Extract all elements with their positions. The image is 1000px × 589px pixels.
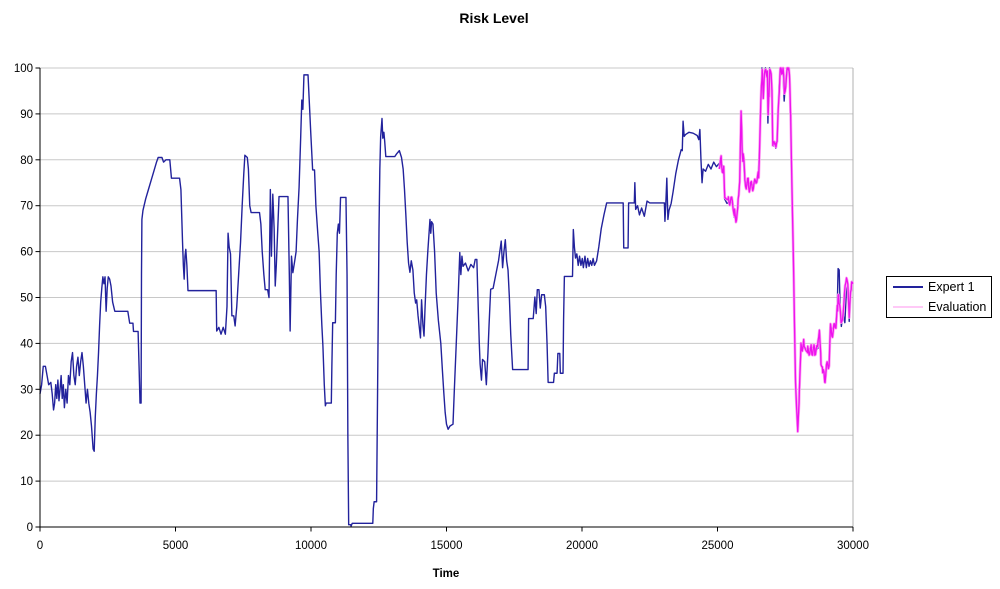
x-tick-label-25000: 25000 [702,540,734,552]
legend-item-expert-1: Expert 1 [893,278,991,296]
axes [35,67,854,532]
gridlines [40,67,854,527]
x-tick-label-20000: 20000 [566,540,598,552]
legend-label-evaluation: Evaluation [928,300,987,314]
x-tick-label-30000: 30000 [837,540,869,552]
expert-1-line-swatch [893,286,923,288]
legend: Expert 1 Evaluation [886,276,992,318]
chart-title: Risk Level [459,10,528,26]
y-tick-label-20: 20 [20,430,33,442]
legend-item-evaluation: Evaluation [893,298,991,316]
y-tick-label-0: 0 [27,522,33,534]
series-line-evaluation [718,67,854,433]
legend-label-expert-1: Expert 1 [928,280,975,294]
x-axis-title: Time [433,568,460,580]
x-tick-label-10000: 10000 [295,540,327,552]
y-tick-label-50: 50 [20,293,33,305]
axis-labels: 0 10 20 30 40 50 60 70 80 90 100 0 5000 10000 15000 200… [14,63,869,552]
y-tick-label-90: 90 [20,109,33,121]
y-tick-label-70: 70 [20,201,33,213]
x-tick-label-15000: 15000 [431,540,463,552]
series-halo-evaluation [717,66,855,434]
x-tick-label-5000: 5000 [163,540,189,552]
y-tick-label-60: 60 [20,247,33,259]
x-tick-label-0: 0 [37,540,43,552]
evaluation-line-swatch [893,306,923,308]
y-tick-label-40: 40 [20,338,33,350]
y-tick-label-10: 10 [20,476,33,488]
y-tick-label-30: 30 [20,384,33,396]
y-tick-label-80: 80 [20,155,33,167]
data-series [39,66,855,527]
y-tick-label-100: 100 [14,63,33,75]
